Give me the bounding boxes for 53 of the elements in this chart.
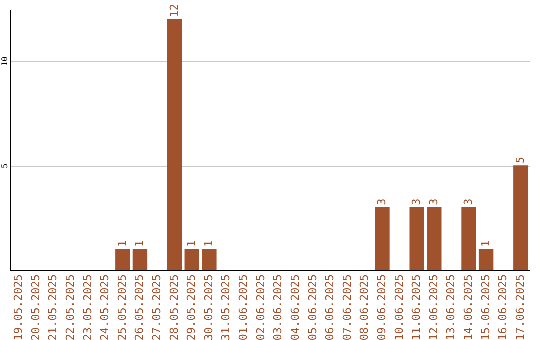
x-tick-label: 29.05.2025 <box>185 274 198 340</box>
data-label: 3 <box>462 198 475 206</box>
x-tick-label: 07.06.2025 <box>340 274 354 340</box>
x-tick-label: 04.06.2025 <box>288 274 302 340</box>
x-tick-label: 09.06.2025 <box>375 274 388 340</box>
data-label: 3 <box>427 198 440 206</box>
x-tick-label: 08.06.2025 <box>358 274 372 340</box>
bar <box>462 207 476 270</box>
x-tick-label: 01.06.2025 <box>237 274 250 340</box>
x-tick-label: 03.06.2025 <box>272 274 285 340</box>
bar <box>116 249 130 270</box>
x-tick-label: 20.05.2025 <box>29 274 42 340</box>
data-label: 1 <box>133 240 146 248</box>
data-label: 3 <box>375 198 388 206</box>
bar <box>184 249 200 270</box>
x-tick-label: 02.06.2025 <box>254 274 268 340</box>
data-label: 1 <box>116 240 129 248</box>
x-tick-label: 23.05.2025 <box>81 274 94 340</box>
y-tick-label: 10 <box>0 56 10 66</box>
x-tick-label: 25.05.2025 <box>116 274 129 340</box>
x-tick-label: 10.06.2025 <box>392 274 406 340</box>
x-tick-label: 21.05.2025 <box>46 274 60 340</box>
bar <box>514 166 528 270</box>
x-tick-label: 27.05.2025 <box>150 274 164 340</box>
x-tick-label: 15.06.2025 <box>479 274 492 340</box>
x-tick-label: 14.06.2025 <box>462 274 475 340</box>
x-tick-label: 05.06.2025 <box>306 274 320 340</box>
data-label: 1 <box>479 240 492 248</box>
x-tick-label: 28.05.2025 <box>168 274 181 340</box>
data-label: 5 <box>514 156 527 164</box>
bar <box>375 207 390 270</box>
x-tick-label: 17.06.2025 <box>514 274 527 340</box>
bar <box>132 249 148 270</box>
bar <box>167 19 182 270</box>
x-tick-label: 06.06.2025 <box>324 274 337 340</box>
data-label: 1 <box>185 240 198 248</box>
x-tick-label: 16.06.2025 <box>496 274 510 340</box>
x-tick-label: 30.05.2025 <box>202 274 216 340</box>
x-tick-label: 24.05.2025 <box>98 274 112 340</box>
bar <box>202 249 217 270</box>
data-label: 3 <box>410 198 424 206</box>
data-label: 1 <box>202 240 216 248</box>
x-tick-label: 26.05.2025 <box>133 274 146 340</box>
x-tick-label: 31.05.2025 <box>220 274 233 340</box>
x-tick-label: 22.05.2025 <box>64 274 77 340</box>
x-tick-label: 19.05.2025 <box>12 274 26 340</box>
bar <box>410 207 424 270</box>
x-tick-label: 13.06.2025 <box>444 274 458 340</box>
bar <box>478 249 494 270</box>
x-tick-label: 11.06.2025 <box>410 274 424 340</box>
x-tick-label: 12.06.2025 <box>427 274 440 340</box>
data-label: 12 <box>168 4 181 18</box>
bar <box>427 207 442 270</box>
